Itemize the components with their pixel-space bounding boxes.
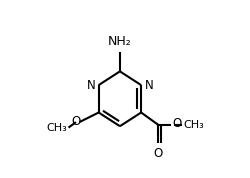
- Text: CH₃: CH₃: [184, 120, 204, 130]
- Text: NH₂: NH₂: [108, 35, 132, 48]
- Text: N: N: [144, 79, 153, 92]
- Text: O: O: [154, 147, 163, 160]
- Text: O: O: [172, 117, 181, 130]
- Text: N: N: [86, 79, 95, 92]
- Text: CH₃: CH₃: [46, 123, 67, 133]
- Text: O: O: [71, 115, 80, 128]
